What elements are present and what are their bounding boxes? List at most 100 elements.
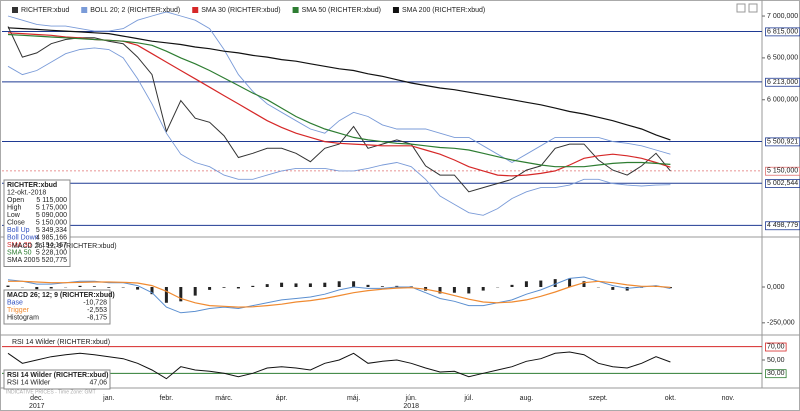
histogram-bar xyxy=(524,281,528,288)
legend-label: SMA 200 (RICHTER:xbud) xyxy=(402,7,485,14)
histogram-bar xyxy=(136,287,140,290)
info-label: High xyxy=(7,204,22,211)
y-tick-label: 50,00 xyxy=(767,357,785,364)
histogram-bar xyxy=(251,285,255,288)
info-value: 5 349,334 xyxy=(36,227,67,234)
x-tick-label: máj. xyxy=(347,395,360,402)
legend-label: RICHTER:xbud xyxy=(21,7,69,14)
info-label: RSI 14 Wilder xyxy=(7,379,51,386)
level-label: 6 213,000 xyxy=(767,79,798,86)
legend-swatch xyxy=(292,7,299,13)
level-label-box xyxy=(765,342,787,352)
histogram-bar xyxy=(481,287,485,291)
histogram-bar xyxy=(568,278,572,288)
info-box xyxy=(3,289,111,325)
histogram-bar xyxy=(179,287,183,302)
level-label: 30,00 xyxy=(767,370,785,377)
info-value: 47,06 xyxy=(89,379,107,386)
histogram-bar xyxy=(553,279,557,288)
x-tick-label: aug. xyxy=(520,395,534,402)
window-icon[interactable] xyxy=(736,3,746,13)
window-icon[interactable] xyxy=(748,3,758,13)
boll-lower xyxy=(7,47,671,216)
info-value: 5 175,000 xyxy=(36,204,67,211)
histogram-bar xyxy=(222,287,226,288)
histogram-bar xyxy=(366,284,370,288)
y-tick-label: -250,000 xyxy=(767,320,795,327)
info-title: RICHTER:xbud xyxy=(7,182,57,189)
info-value: -8,175 xyxy=(87,314,107,321)
series-line xyxy=(7,33,671,168)
x-tick-label: júl. xyxy=(463,395,473,402)
info-value: -2,553 xyxy=(87,307,107,314)
histogram-bar xyxy=(150,287,154,295)
histogram-bar xyxy=(265,284,269,288)
x-tick-label: jan. xyxy=(102,395,114,402)
x-tick-label: jún. xyxy=(405,395,417,402)
histogram-bar xyxy=(280,282,284,288)
histogram-bar xyxy=(193,287,197,296)
footer: INDICATIVE PRICES - Time Zone: GMT xyxy=(6,389,96,395)
info-label: Histogram xyxy=(7,314,39,321)
level-label: 5 002,544 xyxy=(767,180,798,187)
legend-swatch xyxy=(192,7,199,13)
histogram-bar xyxy=(337,281,341,288)
level-label: 4 498,779 xyxy=(767,222,798,229)
histogram-bar xyxy=(164,287,168,303)
year-label: 2018 xyxy=(403,403,419,410)
x-tick-label: márc. xyxy=(215,395,233,402)
info-value: -10,728 xyxy=(83,299,107,306)
histogram-bar xyxy=(438,287,442,294)
info-value: 4 985,166 xyxy=(36,234,67,241)
info-title: MACD 26; 12; 9 (RICHTER:xbud) xyxy=(7,292,115,299)
histogram-bar xyxy=(35,287,39,290)
year-label: 2017 xyxy=(29,403,45,410)
histogram-bar xyxy=(539,280,543,288)
legend-swatch xyxy=(81,7,88,13)
x-tick-label: febr. xyxy=(160,395,174,402)
y-tick-label: 0,000 xyxy=(767,284,785,291)
info-label: Open xyxy=(7,197,24,204)
info-value: 5 115,000 xyxy=(36,197,67,204)
series-line xyxy=(7,351,671,380)
histogram-bar xyxy=(236,287,240,289)
histogram-bar xyxy=(92,286,96,288)
histogram-bar xyxy=(395,285,399,288)
histogram-bar xyxy=(510,284,514,288)
y-tick-label: 6 500,000 xyxy=(767,55,798,62)
series-line xyxy=(7,27,671,141)
info-label: SMA 30 xyxy=(7,242,32,249)
histogram-bar xyxy=(323,282,327,288)
info-label: Boll Down xyxy=(7,234,39,241)
x-tick-label: dec. xyxy=(30,395,43,402)
histogram-bar xyxy=(452,287,456,293)
info-value: 5 194,167 xyxy=(36,242,67,249)
legend-label: SMA 30 (RICHTER:xbud) xyxy=(201,7,280,14)
histogram-bar xyxy=(611,287,615,290)
info-label: SMA 200 xyxy=(7,257,36,264)
info-label: Close xyxy=(7,219,25,226)
histogram-bar xyxy=(380,286,384,288)
y-tick-label: 7 000,000 xyxy=(767,13,798,20)
histogram-bar xyxy=(78,285,82,288)
info-box xyxy=(3,369,111,390)
histogram-bar xyxy=(467,287,471,294)
x-tick-label: szept. xyxy=(589,395,608,402)
histogram-bar xyxy=(668,287,672,289)
x-tick-label: ápr. xyxy=(276,395,288,402)
histogram-bar xyxy=(294,283,298,288)
histogram-bar xyxy=(107,287,111,288)
legend-label: MACD 26; 12; 9 (RICHTER:xbud) xyxy=(12,243,117,250)
legend-label: BOLL 20; 2 (RICHTER:xbud) xyxy=(90,7,180,14)
info-box xyxy=(3,179,71,267)
x-tick-label: okt. xyxy=(665,395,676,402)
info-label: Boll Up xyxy=(7,227,30,234)
info-label: Low xyxy=(7,212,21,219)
series-line xyxy=(7,26,671,193)
level-label: 5 500,921 xyxy=(767,138,798,145)
info-label: Base xyxy=(7,299,23,306)
info-value: 5 520,775 xyxy=(36,257,67,264)
level-label-box xyxy=(765,369,787,379)
histogram-bar xyxy=(308,283,312,288)
level-label: 70,00 xyxy=(767,344,785,351)
